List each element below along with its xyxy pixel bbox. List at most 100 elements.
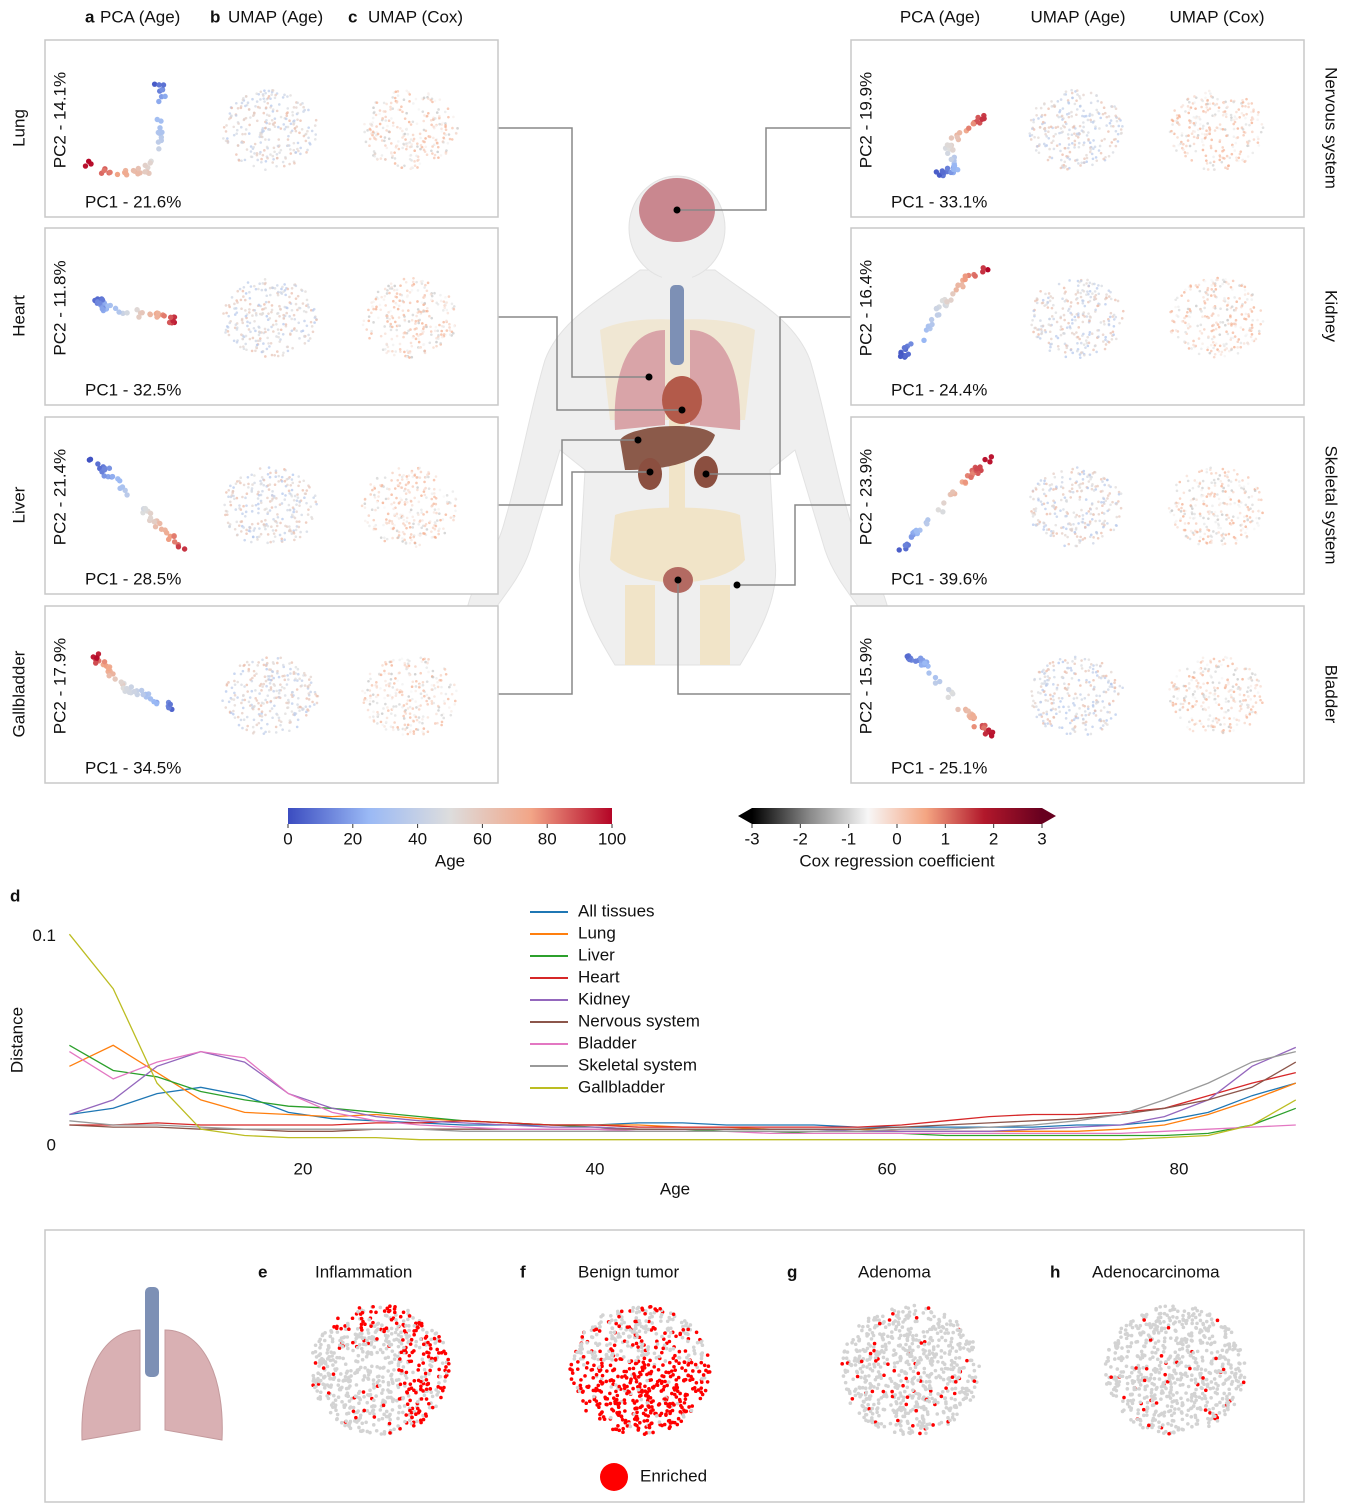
umap-dot — [286, 95, 289, 98]
umap-dot — [249, 331, 252, 334]
umap-dot — [431, 700, 434, 703]
umap-dot — [422, 1352, 426, 1356]
umap-dot — [1227, 516, 1230, 519]
umap-dot — [1260, 131, 1263, 134]
umap-dot — [293, 122, 296, 125]
umap-dot — [1242, 114, 1245, 117]
umap-dot — [388, 130, 391, 133]
umap-dot — [379, 308, 382, 311]
umap-dot — [1121, 125, 1124, 128]
umap-dot — [1216, 493, 1219, 496]
umap-dot — [304, 684, 307, 687]
umap-dot — [1075, 527, 1078, 530]
umap-dot — [1053, 669, 1056, 672]
umap-dot — [1201, 342, 1204, 345]
umap-dot — [1192, 730, 1195, 733]
umap-dot — [1246, 144, 1249, 147]
umap-dot — [1114, 316, 1117, 319]
umap-dot — [1230, 322, 1233, 325]
umap-dot — [410, 356, 413, 359]
umap-dot — [406, 666, 409, 669]
umap-dot — [240, 126, 243, 129]
umap-dot — [1081, 698, 1084, 701]
umap-dot — [1172, 145, 1175, 148]
umap-dot — [276, 350, 279, 353]
umap-dot — [1103, 720, 1106, 723]
umap-dot — [372, 301, 375, 304]
umap-dot — [440, 333, 443, 336]
umap-dot — [1200, 106, 1203, 109]
umap-dot — [1227, 333, 1230, 336]
umap-dot — [275, 690, 278, 693]
umap-dot — [233, 303, 236, 306]
umap-dot — [1064, 351, 1067, 354]
umap-dot — [1217, 531, 1220, 534]
umap-dot — [1052, 716, 1055, 719]
umap-dot — [418, 721, 421, 724]
umap-dot — [349, 1369, 353, 1373]
umap-dot — [425, 476, 428, 479]
umap-dot — [1060, 159, 1063, 162]
umap-dot — [381, 723, 384, 726]
umap-dot — [420, 1375, 424, 1379]
umap-dot — [449, 329, 452, 332]
umap-dot — [1192, 676, 1195, 679]
umap-dot — [426, 473, 429, 476]
umap-dot — [1074, 482, 1077, 485]
umap-dot — [396, 479, 399, 482]
umap-dot — [406, 726, 409, 729]
umap-dot — [1089, 316, 1092, 319]
umap-dot — [1115, 145, 1118, 148]
umap-dot — [1245, 313, 1248, 316]
umap-dot — [389, 108, 392, 111]
umap-dot — [258, 527, 261, 530]
umap-dot — [1202, 656, 1205, 659]
umap-dot — [255, 288, 258, 291]
umap-dot — [421, 322, 424, 325]
umap-dot — [398, 1405, 402, 1409]
umap-dot — [1095, 94, 1098, 97]
umap-dot — [1216, 519, 1219, 522]
umap-dot — [272, 123, 275, 126]
umap-dot — [276, 284, 279, 287]
umap-dot — [253, 285, 256, 288]
umap-dot — [1096, 287, 1099, 290]
umap-dot — [1222, 658, 1225, 661]
umap-dot — [1056, 144, 1059, 147]
umap-dot — [1061, 328, 1064, 331]
umap-dot — [1202, 701, 1205, 704]
umap-dot — [440, 674, 443, 677]
umap-dot — [1065, 527, 1068, 530]
umap-dot — [1235, 159, 1238, 162]
umap-dot — [1223, 723, 1226, 726]
umap-dot — [236, 129, 239, 132]
umap-dot — [1176, 121, 1179, 124]
umap-dot — [1235, 718, 1238, 721]
umap-dot — [390, 725, 393, 728]
umap-dot — [1251, 324, 1254, 327]
umap-dot — [1237, 136, 1240, 139]
umap-dot — [286, 674, 289, 677]
umap-dot — [1220, 664, 1223, 667]
umap-dot — [1250, 102, 1253, 105]
umap-dot — [1094, 345, 1097, 348]
umap-dot — [1186, 726, 1189, 729]
umap-dot — [1092, 671, 1095, 674]
umap-dot — [265, 122, 268, 125]
pc1-label: PC1 - 21.6% — [85, 192, 181, 211]
umap-dot — [1073, 333, 1076, 336]
umap-dot — [442, 518, 445, 521]
umap-dot — [392, 1368, 396, 1372]
umap-dot — [435, 475, 438, 478]
umap-dot — [246, 661, 249, 664]
umap-dot — [1205, 526, 1208, 529]
umap-dot — [271, 506, 274, 509]
umap-dot — [1174, 306, 1177, 309]
umap-dot — [1232, 145, 1235, 148]
umap-dot — [1199, 720, 1202, 723]
umap-dot — [1068, 308, 1071, 311]
umap-dot — [303, 320, 306, 323]
umap-dot — [1113, 681, 1116, 684]
umap-dot — [373, 487, 376, 490]
umap-dot — [1202, 683, 1205, 686]
